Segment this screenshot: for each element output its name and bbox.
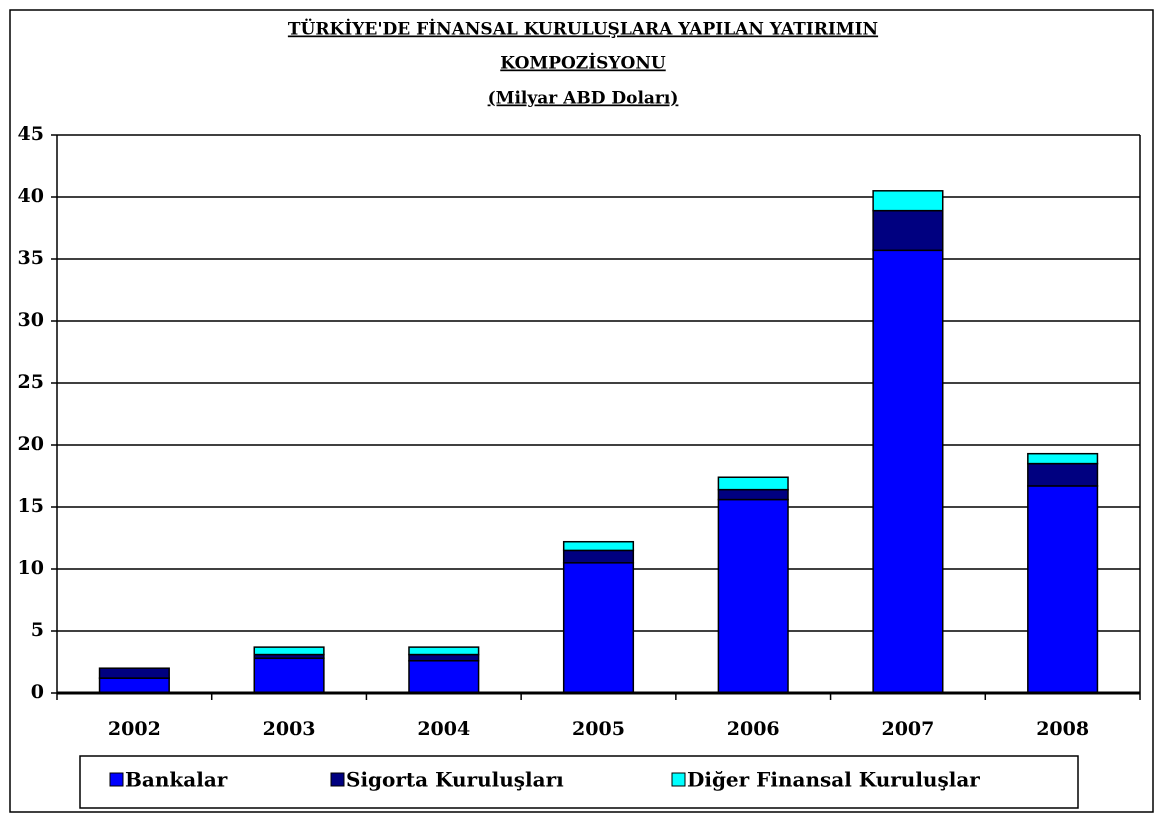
chart-title: TÜRKİYE'DE FİNANSAL KURULUŞLARA YAPILAN … (288, 19, 878, 40)
bar-segment (717, 488, 789, 501)
y-tick-label: 25 (18, 371, 44, 393)
y-tick-label: 35 (18, 247, 44, 269)
bar-segment (1027, 452, 1099, 465)
bar-segment (253, 646, 325, 656)
legend-label: Bankalar (125, 768, 228, 792)
legend-marker (109, 772, 124, 787)
bar-segment (562, 549, 635, 564)
legend-marker (330, 772, 345, 787)
bar-segment (408, 646, 480, 656)
bar-segment (253, 657, 325, 694)
x-tick-label: 2006 (727, 718, 780, 740)
y-tick-label: 15 (18, 495, 44, 517)
bar-segment (562, 562, 635, 694)
y-tick-label: 5 (31, 619, 44, 641)
bar-segment (717, 498, 789, 694)
x-tick-label: 2003 (263, 718, 316, 740)
legend-label: Diğer Finansal Kuruluşlar (687, 768, 980, 792)
x-tick-label: 2005 (572, 718, 625, 740)
y-tick-label: 45 (18, 123, 44, 145)
bar-segment (98, 667, 170, 679)
legend-label: Sigorta Kuruluşları (346, 768, 564, 792)
legend-box (79, 755, 1079, 809)
y-tick-label: 40 (18, 185, 44, 207)
legend-marker (671, 772, 686, 787)
bar-segment (872, 190, 944, 212)
bar-segment (1027, 485, 1099, 694)
bar-segment (98, 677, 170, 694)
y-tick-label: 30 (18, 309, 44, 331)
bar-segment (872, 209, 944, 252)
y-tick-label: 20 (18, 433, 44, 455)
bar-segment (717, 476, 789, 491)
chart-subtitle: (Milyar ABD Doları) (488, 89, 679, 109)
bar-segment (408, 660, 480, 694)
chart-title: KOMPOZİSYONU (500, 53, 666, 74)
x-tick-label: 2008 (1036, 718, 1089, 740)
y-tick-label: 10 (18, 557, 44, 579)
bar-segment (408, 653, 480, 662)
x-tick-label: 2002 (108, 718, 161, 740)
y-tick-label: 0 (31, 681, 44, 703)
bar-segment (1027, 462, 1099, 487)
x-tick-label: 2004 (417, 718, 470, 740)
bar-segment (562, 540, 635, 552)
bar-segment (872, 249, 944, 694)
x-tick-label: 2007 (881, 718, 934, 740)
